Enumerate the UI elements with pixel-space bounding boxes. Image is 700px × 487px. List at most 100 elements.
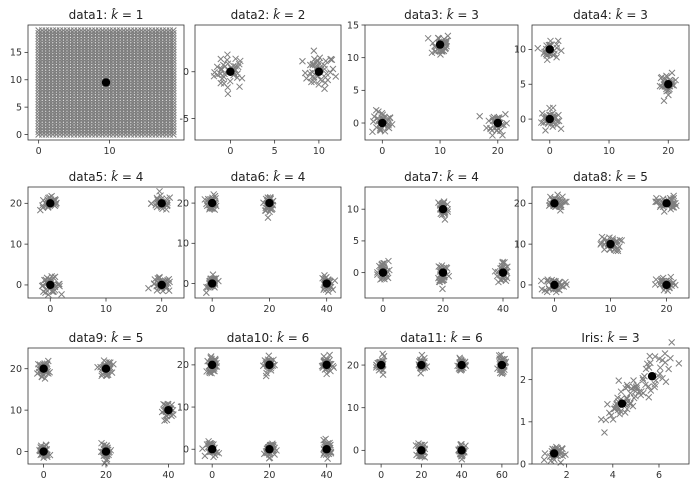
data-point xyxy=(670,192,678,200)
data-point xyxy=(654,372,662,380)
data-point xyxy=(170,59,177,67)
data-point xyxy=(170,49,177,56)
x-tick-label: 20 xyxy=(492,146,504,157)
data-point xyxy=(440,276,448,284)
data-point xyxy=(562,451,569,458)
data-point xyxy=(268,206,275,214)
data-point xyxy=(170,101,177,108)
data-point xyxy=(327,69,334,76)
data-point xyxy=(646,352,654,360)
x-tick-label: 20 xyxy=(263,304,275,315)
x-tick-label: 40 xyxy=(321,304,333,315)
data-points xyxy=(540,339,683,466)
data-point xyxy=(100,357,108,364)
data-point xyxy=(675,360,683,367)
cluster-center xyxy=(207,279,217,288)
cluster-center xyxy=(376,360,386,370)
data-point xyxy=(645,393,653,401)
x-tick-label: 20 xyxy=(661,304,673,315)
data-point xyxy=(503,119,511,127)
data-point xyxy=(170,51,177,59)
data-point xyxy=(170,27,177,34)
data-point xyxy=(316,54,324,62)
data-point xyxy=(553,117,561,125)
data-point xyxy=(369,128,376,136)
data-point xyxy=(537,119,545,126)
data-points xyxy=(372,350,510,463)
x-tick-label: 20 xyxy=(437,304,449,315)
data-point xyxy=(170,76,177,84)
data-point xyxy=(614,406,622,414)
data-point xyxy=(226,77,234,85)
x-tick-label: 20 xyxy=(156,304,168,315)
data-point xyxy=(232,55,239,63)
x-tick-label: 0 xyxy=(547,146,553,157)
cluster-center xyxy=(101,78,111,87)
data-point xyxy=(203,441,211,448)
data-point xyxy=(627,389,634,397)
data-point xyxy=(615,377,623,384)
x-tick-label: 4 xyxy=(610,470,616,481)
cluster-center xyxy=(606,239,615,249)
cluster-center xyxy=(545,45,554,54)
y-tick-label: 0 xyxy=(520,459,526,470)
data-point xyxy=(671,281,679,289)
data-point xyxy=(153,194,161,202)
x-tick-label: 40 xyxy=(456,470,468,481)
y-tick-label: 10 xyxy=(347,205,359,216)
data-point xyxy=(211,69,218,76)
y-tick-label: -5 xyxy=(180,114,189,125)
data-point xyxy=(557,203,565,211)
data-point xyxy=(653,194,660,202)
data-point xyxy=(306,69,314,77)
cluster-center xyxy=(265,360,274,370)
data-point xyxy=(441,216,449,223)
data-point xyxy=(632,383,640,391)
data-point xyxy=(554,37,562,45)
cluster-center xyxy=(417,446,426,455)
data-point xyxy=(310,47,318,55)
data-point xyxy=(439,285,446,293)
y-tick-label: 15 xyxy=(10,48,22,59)
x-tick-label: 10 xyxy=(103,146,115,157)
data-point xyxy=(324,288,332,295)
data-point xyxy=(322,57,330,65)
data-point xyxy=(321,79,329,87)
y-tick-label: 2 xyxy=(520,375,526,386)
data-point xyxy=(170,112,177,119)
data-point xyxy=(224,84,232,91)
x-tick-label: 10 xyxy=(313,146,325,157)
axes-frame xyxy=(364,186,519,299)
subplot-title: data2: k̂ = 2 xyxy=(231,8,306,22)
data-point xyxy=(217,55,225,63)
data-point xyxy=(418,351,426,359)
cluster-center xyxy=(322,360,331,370)
data-point xyxy=(170,114,177,122)
y-tick-label: 20 xyxy=(514,199,526,210)
data-point xyxy=(543,56,551,64)
cluster-center xyxy=(157,199,166,208)
y-tick-label: 0 xyxy=(16,447,22,458)
subplot-12: 2 4 6 0 1 2 Iris: k̂ = 3 xyxy=(520,331,690,481)
axes-frame xyxy=(364,24,519,141)
axes-frame xyxy=(194,186,342,299)
data-point xyxy=(58,290,65,298)
y-tick-label: 1 xyxy=(520,417,526,428)
data-point xyxy=(381,127,389,135)
data-point xyxy=(236,83,243,91)
cluster-center xyxy=(322,445,331,454)
data-point xyxy=(659,356,666,364)
data-point xyxy=(652,276,660,283)
data-point xyxy=(614,245,622,253)
cluster-center xyxy=(157,280,166,290)
data-point xyxy=(170,81,177,89)
data-point xyxy=(170,35,177,43)
cluster-center xyxy=(662,280,671,290)
x-tick-label: 20 xyxy=(100,470,112,481)
data-point xyxy=(540,456,548,464)
data-point xyxy=(499,131,506,139)
data-point xyxy=(630,377,637,384)
data-point xyxy=(217,79,225,87)
data-point xyxy=(642,365,650,373)
data-point xyxy=(667,273,675,281)
